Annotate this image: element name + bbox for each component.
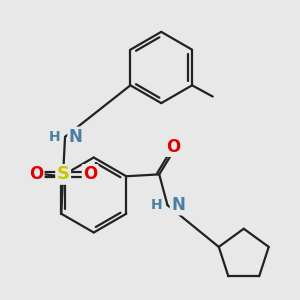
Text: N: N (69, 128, 82, 146)
Text: H: H (49, 130, 60, 144)
Text: H: H (151, 198, 163, 212)
Text: O: O (29, 165, 43, 183)
Text: N: N (171, 196, 185, 214)
Text: S: S (57, 165, 70, 183)
Text: O: O (167, 138, 181, 156)
Text: O: O (83, 165, 97, 183)
